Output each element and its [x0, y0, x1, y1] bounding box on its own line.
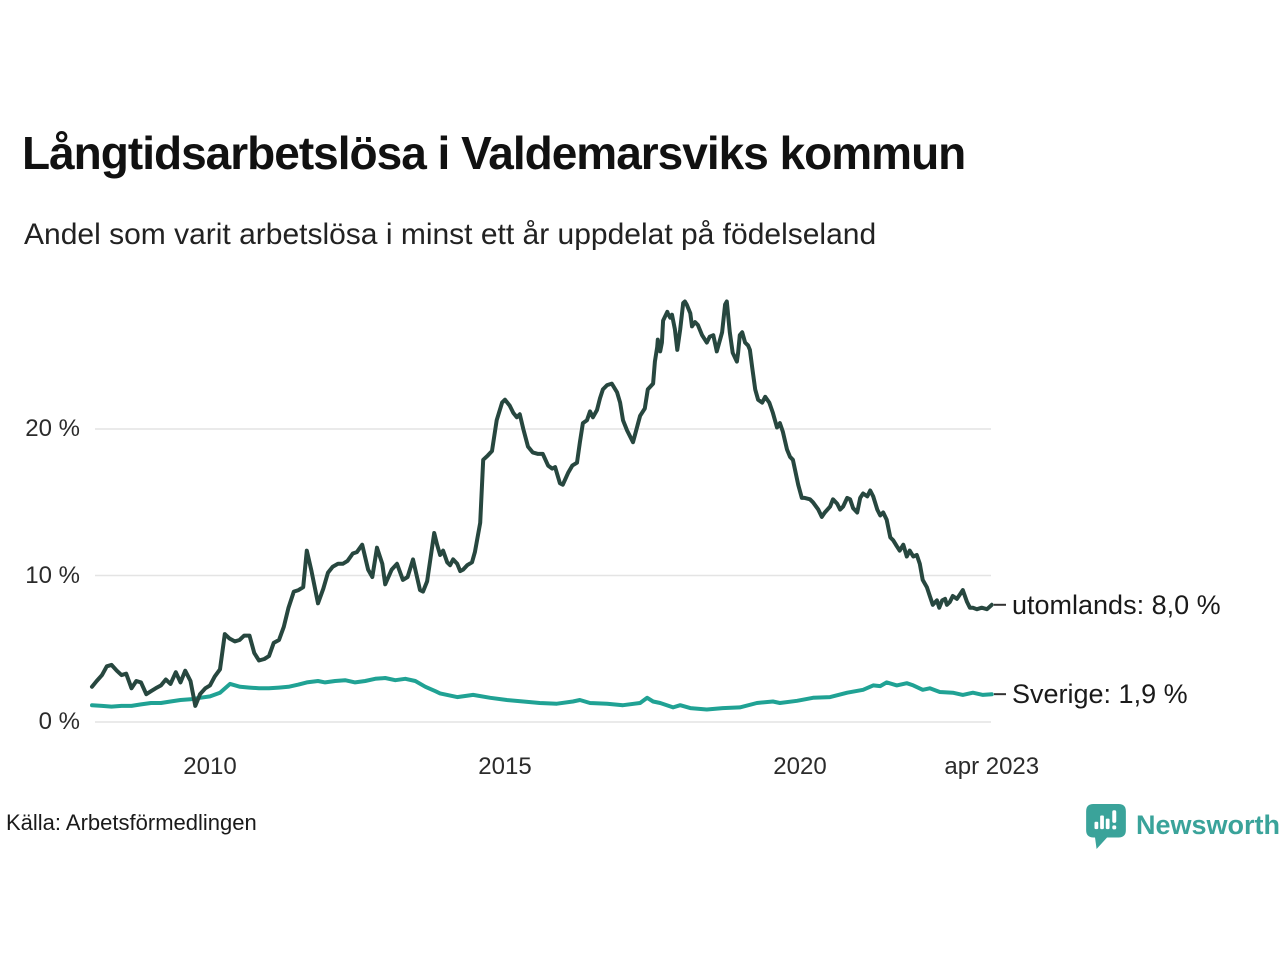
series-line-sverige	[90, 676, 994, 712]
source-note: Källa: Arbetsförmedlingen	[6, 810, 257, 835]
chart-subtitle: Andel som varit arbetslösa i minst ett å…	[24, 218, 877, 251]
newsworthy-bubble-chart-icon	[1086, 804, 1126, 849]
y-tick-label-20: 20 %	[25, 415, 80, 442]
x-tick-label-2010: 2010	[183, 753, 237, 780]
newsworthy-wordmark: Newsworthy	[1136, 810, 1280, 840]
y-tick-label-0: 0 %	[38, 708, 80, 735]
x-tick-label-apr-2023: apr 2023	[944, 753, 1040, 780]
series-line-utomlands	[90, 299, 994, 708]
x-tick-label-2015: 2015	[478, 753, 532, 780]
newsworthy-logo: Newsworthy	[1086, 804, 1280, 850]
series-end-label-sverige: Sverige: 1,9 %	[1012, 679, 1188, 710]
page-title: Långtidsarbetslösa i Valdemarsviks kommu…	[22, 127, 966, 179]
x-tick-label-2020: 2020	[773, 753, 827, 780]
y-tick-label-10: 10 %	[25, 561, 80, 589]
series-end-label-utomlands: utomlands: 8,0 %	[1012, 589, 1221, 620]
